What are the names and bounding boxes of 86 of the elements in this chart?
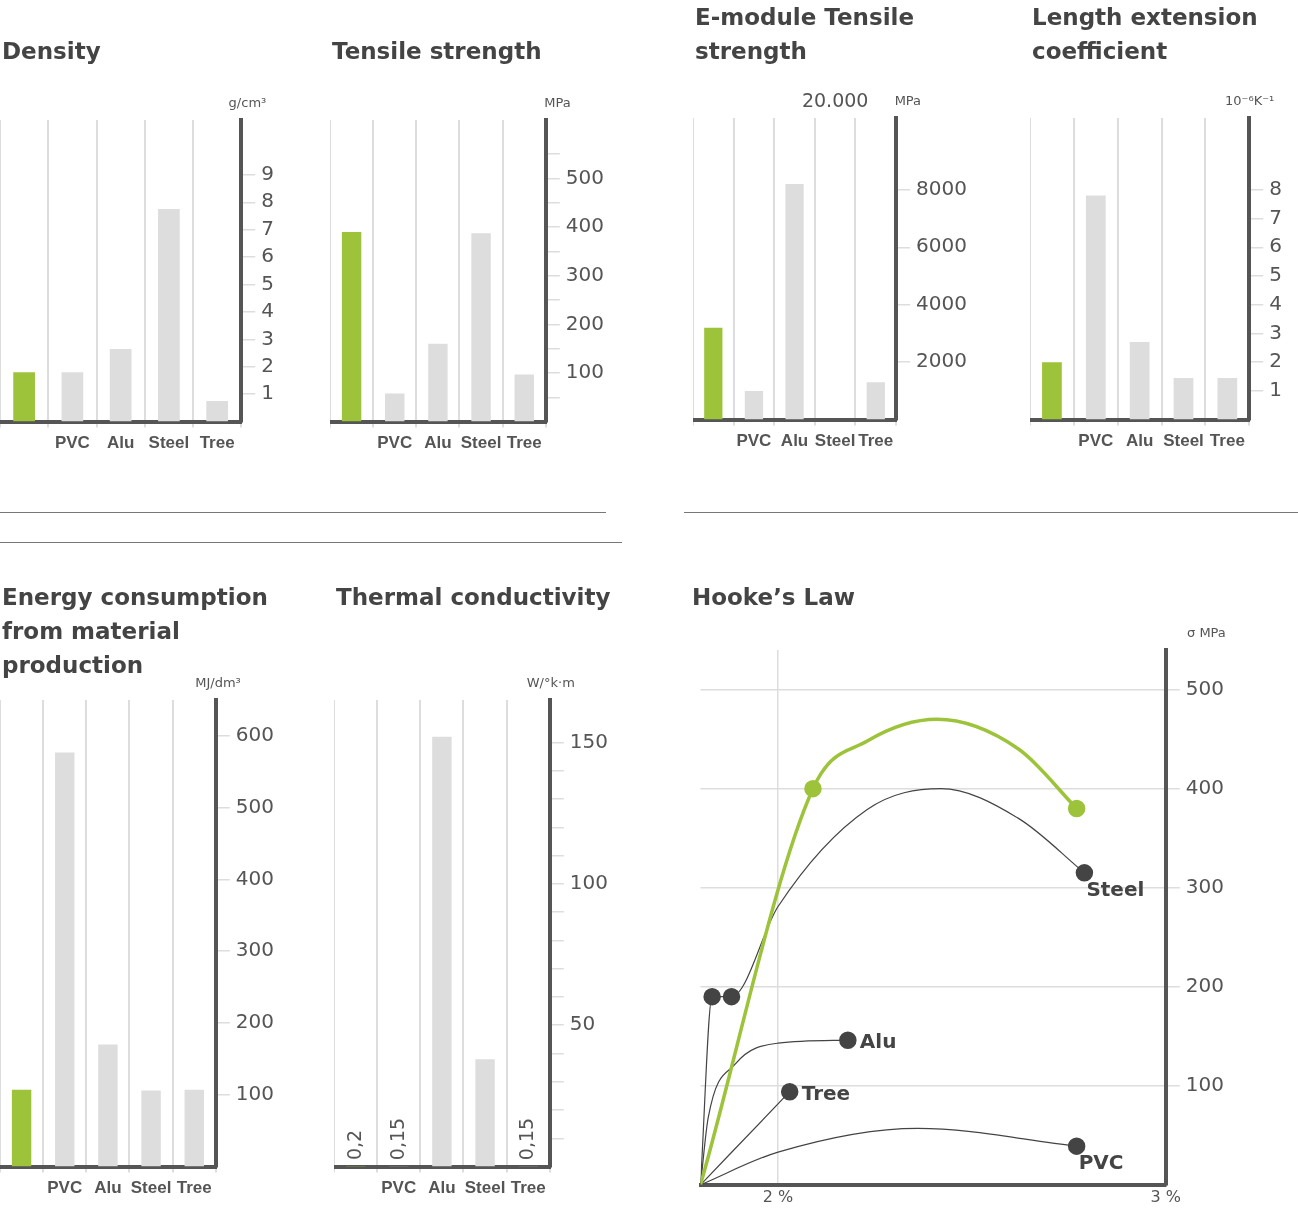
y-tick-label: 3 — [1269, 319, 1283, 344]
y-tick-label: 3 — [261, 325, 275, 350]
x-tick-label: PVC — [736, 431, 772, 451]
chart-title: Length extension coefficient — [1032, 3, 1259, 66]
y-tick-label: 7 — [1269, 204, 1283, 229]
x-tick-label: PVC — [54, 433, 90, 453]
chart-title: Density — [2, 37, 102, 66]
chart-title: Hooke’s Law — [692, 583, 856, 612]
x-tick-label: Tree — [176, 1178, 212, 1198]
x-tick-label: PVC — [381, 1178, 417, 1198]
chart-title: Tensile strength — [332, 37, 543, 66]
y-tick-label: 50 — [569, 1011, 596, 1036]
y-tick-label: 5 — [1269, 262, 1283, 287]
chart-title: Thermal conductivity — [336, 583, 612, 612]
y-axis-title: σ MPa — [1187, 624, 1226, 640]
x-tick-label: Steel — [460, 433, 502, 453]
series-label: Tree — [801, 1080, 851, 1105]
y-tick-label: 150 — [569, 728, 609, 753]
data-label: 0,2 — [342, 1129, 365, 1161]
x-tick-label: Steel — [130, 1178, 172, 1198]
series-label: Steel — [1086, 877, 1145, 902]
x-tick-label: Steel — [814, 431, 856, 451]
y-tick-label: 500 — [235, 793, 275, 818]
y-tick-label: 100 — [565, 359, 605, 384]
x-tick-label: PVC — [47, 1178, 83, 1198]
x-tick-label: Tree — [1209, 431, 1245, 451]
x-tick-label: Tree — [506, 433, 542, 453]
y-tick-label: 8000 — [916, 176, 968, 201]
y-tick-label: 100 — [569, 870, 609, 895]
y-tick-label: 300 — [235, 937, 275, 962]
y-tick-label: 2000 — [916, 348, 968, 373]
chart-title: E-module Tensile strength — [695, 3, 916, 66]
y-tick-label: 500 — [565, 164, 605, 189]
y-axis-title: 10⁻⁶K⁻¹ — [1225, 92, 1275, 108]
y-tick-label: 6 — [1269, 233, 1283, 258]
x-tick-label: Steel — [464, 1178, 506, 1198]
x-tick-label: 3 % — [1150, 1186, 1182, 1206]
y-axis-title: MPa — [544, 94, 571, 110]
y-tick-label: 6 — [261, 243, 275, 268]
x-tick-label: Alu — [106, 433, 135, 453]
y-tick-label: 500 — [1185, 675, 1225, 700]
x-tick-label: PVC — [1078, 431, 1114, 451]
y-tick-label: 300 — [565, 261, 605, 286]
x-tick-label: PVC — [377, 433, 413, 453]
data-label: 0,15 — [385, 1117, 408, 1161]
y-tick-label: 200 — [565, 310, 605, 335]
series-label: PVC — [1078, 1150, 1124, 1175]
y-tick-label: 5 — [261, 270, 275, 295]
x-tick-label: Alu — [780, 431, 809, 451]
y-tick-label: 400 — [235, 865, 275, 890]
y-tick-label: 1 — [1269, 377, 1283, 402]
y-axis-title: MPa — [894, 92, 922, 108]
x-tick-label: Steel — [1163, 431, 1204, 451]
y-tick-label: 200 — [235, 1009, 275, 1034]
x-tick-label: Tree — [858, 431, 894, 451]
x-tick-label: Alu — [428, 1178, 456, 1198]
x-tick-label: Tree — [199, 433, 235, 453]
x-tick-label: Alu — [94, 1178, 122, 1198]
y-tick-label: 600 — [235, 722, 275, 747]
x-tick-label: 2 % — [762, 1186, 794, 1206]
y-tick-label: 4 — [1269, 290, 1283, 315]
x-tick-label: Tree — [510, 1178, 546, 1198]
y-tick-label: 400 — [1185, 774, 1225, 799]
y-axis-title: g/cm³ — [228, 94, 267, 110]
x-tick-label: Alu — [424, 433, 452, 453]
y-tick-label: 400 — [565, 213, 605, 238]
y-axis-title: W/°k·m — [526, 674, 575, 690]
series-label: Alu — [859, 1029, 897, 1054]
y-tick-label: 300 — [1185, 873, 1225, 898]
y-tick-label: 100 — [235, 1081, 275, 1106]
y-tick-label: 9 — [261, 161, 275, 186]
y-tick-label: 2 — [261, 352, 275, 377]
data-label: 0,15 — [515, 1117, 538, 1161]
y-tick-label: 7 — [261, 215, 275, 240]
y-tick-label: 100 — [1185, 1071, 1225, 1096]
y-tick-label: 1 — [261, 380, 275, 405]
x-tick-label: Steel — [148, 433, 190, 453]
x-tick-label: Alu — [1125, 431, 1154, 451]
y-tick-label: 8 — [261, 188, 275, 213]
y-tick-label: 4000 — [916, 290, 968, 315]
y-tick-label: 8 — [1269, 176, 1283, 201]
y-tick-label: 200 — [1185, 972, 1225, 997]
text: 20.000 — [801, 89, 869, 112]
y-tick-label: 6000 — [916, 233, 968, 258]
y-tick-label: 4 — [261, 298, 275, 323]
y-tick-label: 2 — [1269, 348, 1283, 373]
